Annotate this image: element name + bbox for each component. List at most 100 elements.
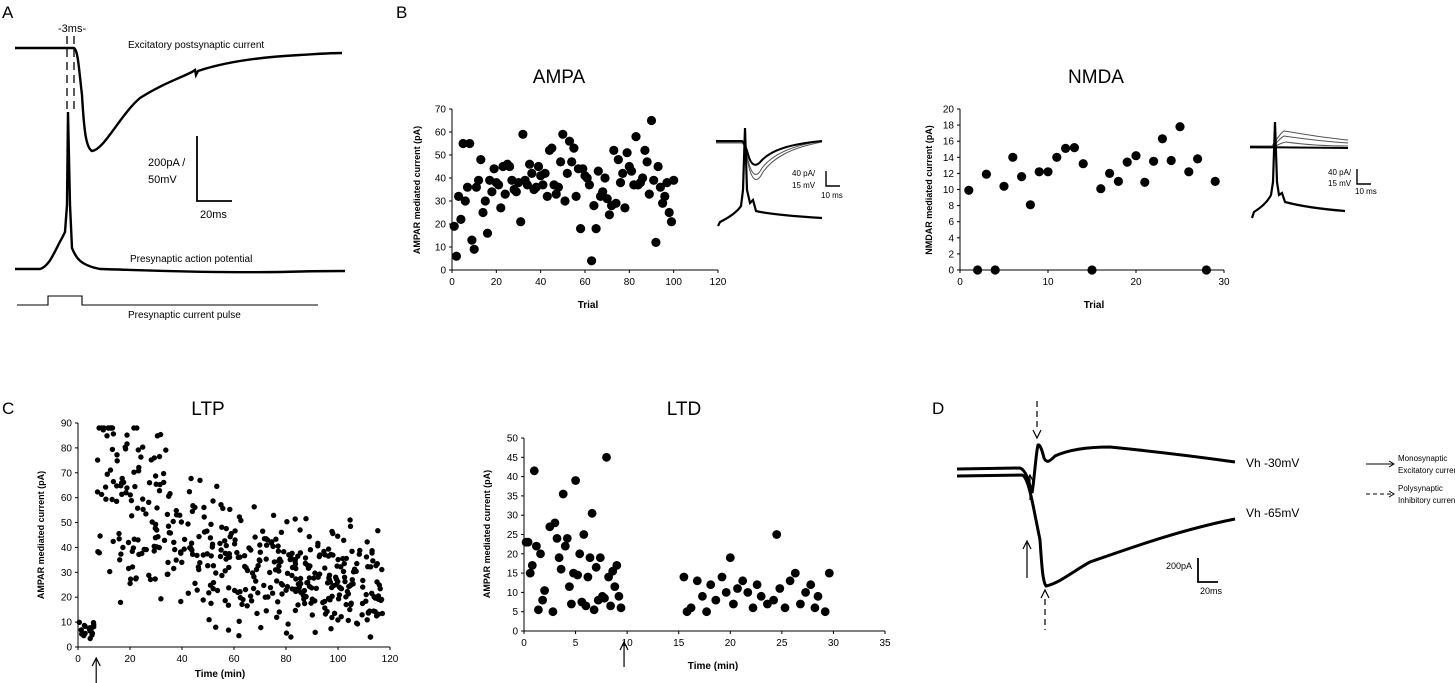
ltp-data-point xyxy=(129,548,135,554)
ltp-data-point xyxy=(122,444,128,450)
ltd-data-point xyxy=(581,601,591,611)
ltd-data-point xyxy=(534,605,543,615)
ltp-data-point xyxy=(227,534,233,540)
ltp-y-tick-label: 10 xyxy=(61,618,73,629)
scale-label-voltage: 50mV xyxy=(148,174,177,186)
scale-bar-a xyxy=(196,136,232,202)
nmda-y-tick-label: 14 xyxy=(943,153,955,164)
ltp-data-point xyxy=(189,547,195,553)
ltp-data-point xyxy=(209,544,215,550)
ltp-data-point xyxy=(289,586,295,592)
ltp-data-point xyxy=(341,537,347,543)
ltd-data-point xyxy=(706,580,716,590)
ltp-data-point xyxy=(376,582,382,588)
ltp-data-point xyxy=(246,545,252,551)
ampa-data-point xyxy=(496,203,506,213)
ampa-data-point xyxy=(593,166,603,176)
ltp-data-point xyxy=(348,600,354,606)
ltp-data-point xyxy=(208,553,214,559)
ltp-data-point xyxy=(147,576,154,583)
ltp-data-point xyxy=(237,554,243,560)
ltp-data-point xyxy=(329,614,335,621)
epsc-trace xyxy=(15,46,343,153)
ltp-data-point xyxy=(347,523,354,529)
ampa-data-point xyxy=(642,157,652,167)
ampa-data-point xyxy=(618,168,628,178)
ltp-data-point xyxy=(255,590,261,596)
ltp-y-tick-label: 70 xyxy=(61,468,73,479)
ltp-data-point xyxy=(178,550,184,556)
ltp-data-point xyxy=(320,599,326,606)
ltp-data-point xyxy=(251,574,257,580)
ltd-y-tick-label: 5 xyxy=(512,607,518,618)
nmda-x-tick-label: 0 xyxy=(957,277,963,288)
ltp-data-point xyxy=(370,558,376,564)
nmda-points xyxy=(964,122,1220,275)
ampa-data-point xyxy=(562,168,572,178)
ltp-data-point xyxy=(178,598,184,605)
ampa-x-tick-label: 40 xyxy=(535,277,547,288)
ltp-data-point xyxy=(349,548,355,554)
ltp-data-point xyxy=(357,547,363,554)
ampa-data-point xyxy=(560,196,570,206)
ltp-data-point xyxy=(242,586,249,593)
ltd-data-point xyxy=(575,549,585,559)
ampa-data-point xyxy=(651,237,661,247)
nmda-y-tick-label: 6 xyxy=(948,217,954,228)
ltp-data-point xyxy=(309,585,315,591)
ltp-data-point xyxy=(101,425,107,431)
ltp-data-point xyxy=(158,596,164,602)
ltp-data-point xyxy=(316,571,323,577)
ltp-data-point xyxy=(252,534,258,540)
ltp-data-point xyxy=(308,600,314,606)
ltp-data-point xyxy=(214,483,220,489)
ltp-data-point xyxy=(365,609,372,615)
ltp-data-point xyxy=(222,538,228,544)
ltp-data-point xyxy=(156,544,162,551)
ltp-data-point xyxy=(156,453,163,460)
ampa-x-tick-label: 20 xyxy=(491,277,503,288)
ltp-data-point xyxy=(210,563,217,569)
ltp-y-label: AMPAR mediated current (pA) xyxy=(36,471,46,599)
ltp-data-point xyxy=(325,546,332,552)
nmda-y-tick-label: 12 xyxy=(943,169,955,180)
ltp-data-point xyxy=(288,555,295,562)
ltp-data-point xyxy=(213,624,219,630)
ltp-data-point xyxy=(261,582,267,589)
ltp-data-point xyxy=(138,454,144,460)
nmda-data-point xyxy=(1105,168,1115,178)
nmda-data-point xyxy=(1201,265,1211,275)
ltp-data-point xyxy=(322,611,329,617)
ltp-data-point xyxy=(328,626,334,632)
ampa-data-point xyxy=(604,210,615,220)
ltp-data-point xyxy=(347,606,353,613)
ampa-title: AMPA xyxy=(533,67,586,88)
ltp-data-point xyxy=(91,624,97,630)
ltp-data-point xyxy=(360,584,366,590)
nmda-y-tick-label: 10 xyxy=(943,185,955,196)
ap-label: Presynaptic action potential xyxy=(130,254,252,265)
ltp-data-point xyxy=(257,549,263,555)
ltp-data-point xyxy=(206,590,212,596)
ltp-data-point xyxy=(373,562,379,569)
ltd-data-point xyxy=(589,605,599,615)
nmda-inset-scale-bar xyxy=(1356,169,1371,185)
ltp-data-point xyxy=(118,551,124,557)
ltp-data-point xyxy=(261,536,268,542)
nmda-data-point xyxy=(1175,122,1185,132)
ltp-data-point xyxy=(222,597,228,604)
ampa-data-point xyxy=(653,161,663,172)
ltp-data-point xyxy=(363,554,370,560)
ltp-data-point xyxy=(165,523,172,529)
ltp-data-point xyxy=(219,572,225,579)
ampa-data-point xyxy=(664,207,674,218)
ltp-data-point xyxy=(178,519,185,525)
ltd-x-tick-label: 30 xyxy=(828,638,840,649)
ampa-data-point xyxy=(460,196,470,206)
ltp-data-point xyxy=(256,557,262,563)
ltp-data-point xyxy=(129,513,135,519)
ltd-y-tick-label: 20 xyxy=(507,549,519,560)
nmda-chart: NMDA 0 10 20 30 0 2 4 6 8 10 12 14 16 18 20 NMDAR medi… xyxy=(924,67,1230,311)
ltd-y-tick-label: 10 xyxy=(507,588,519,599)
ltd-data-point xyxy=(579,530,589,539)
